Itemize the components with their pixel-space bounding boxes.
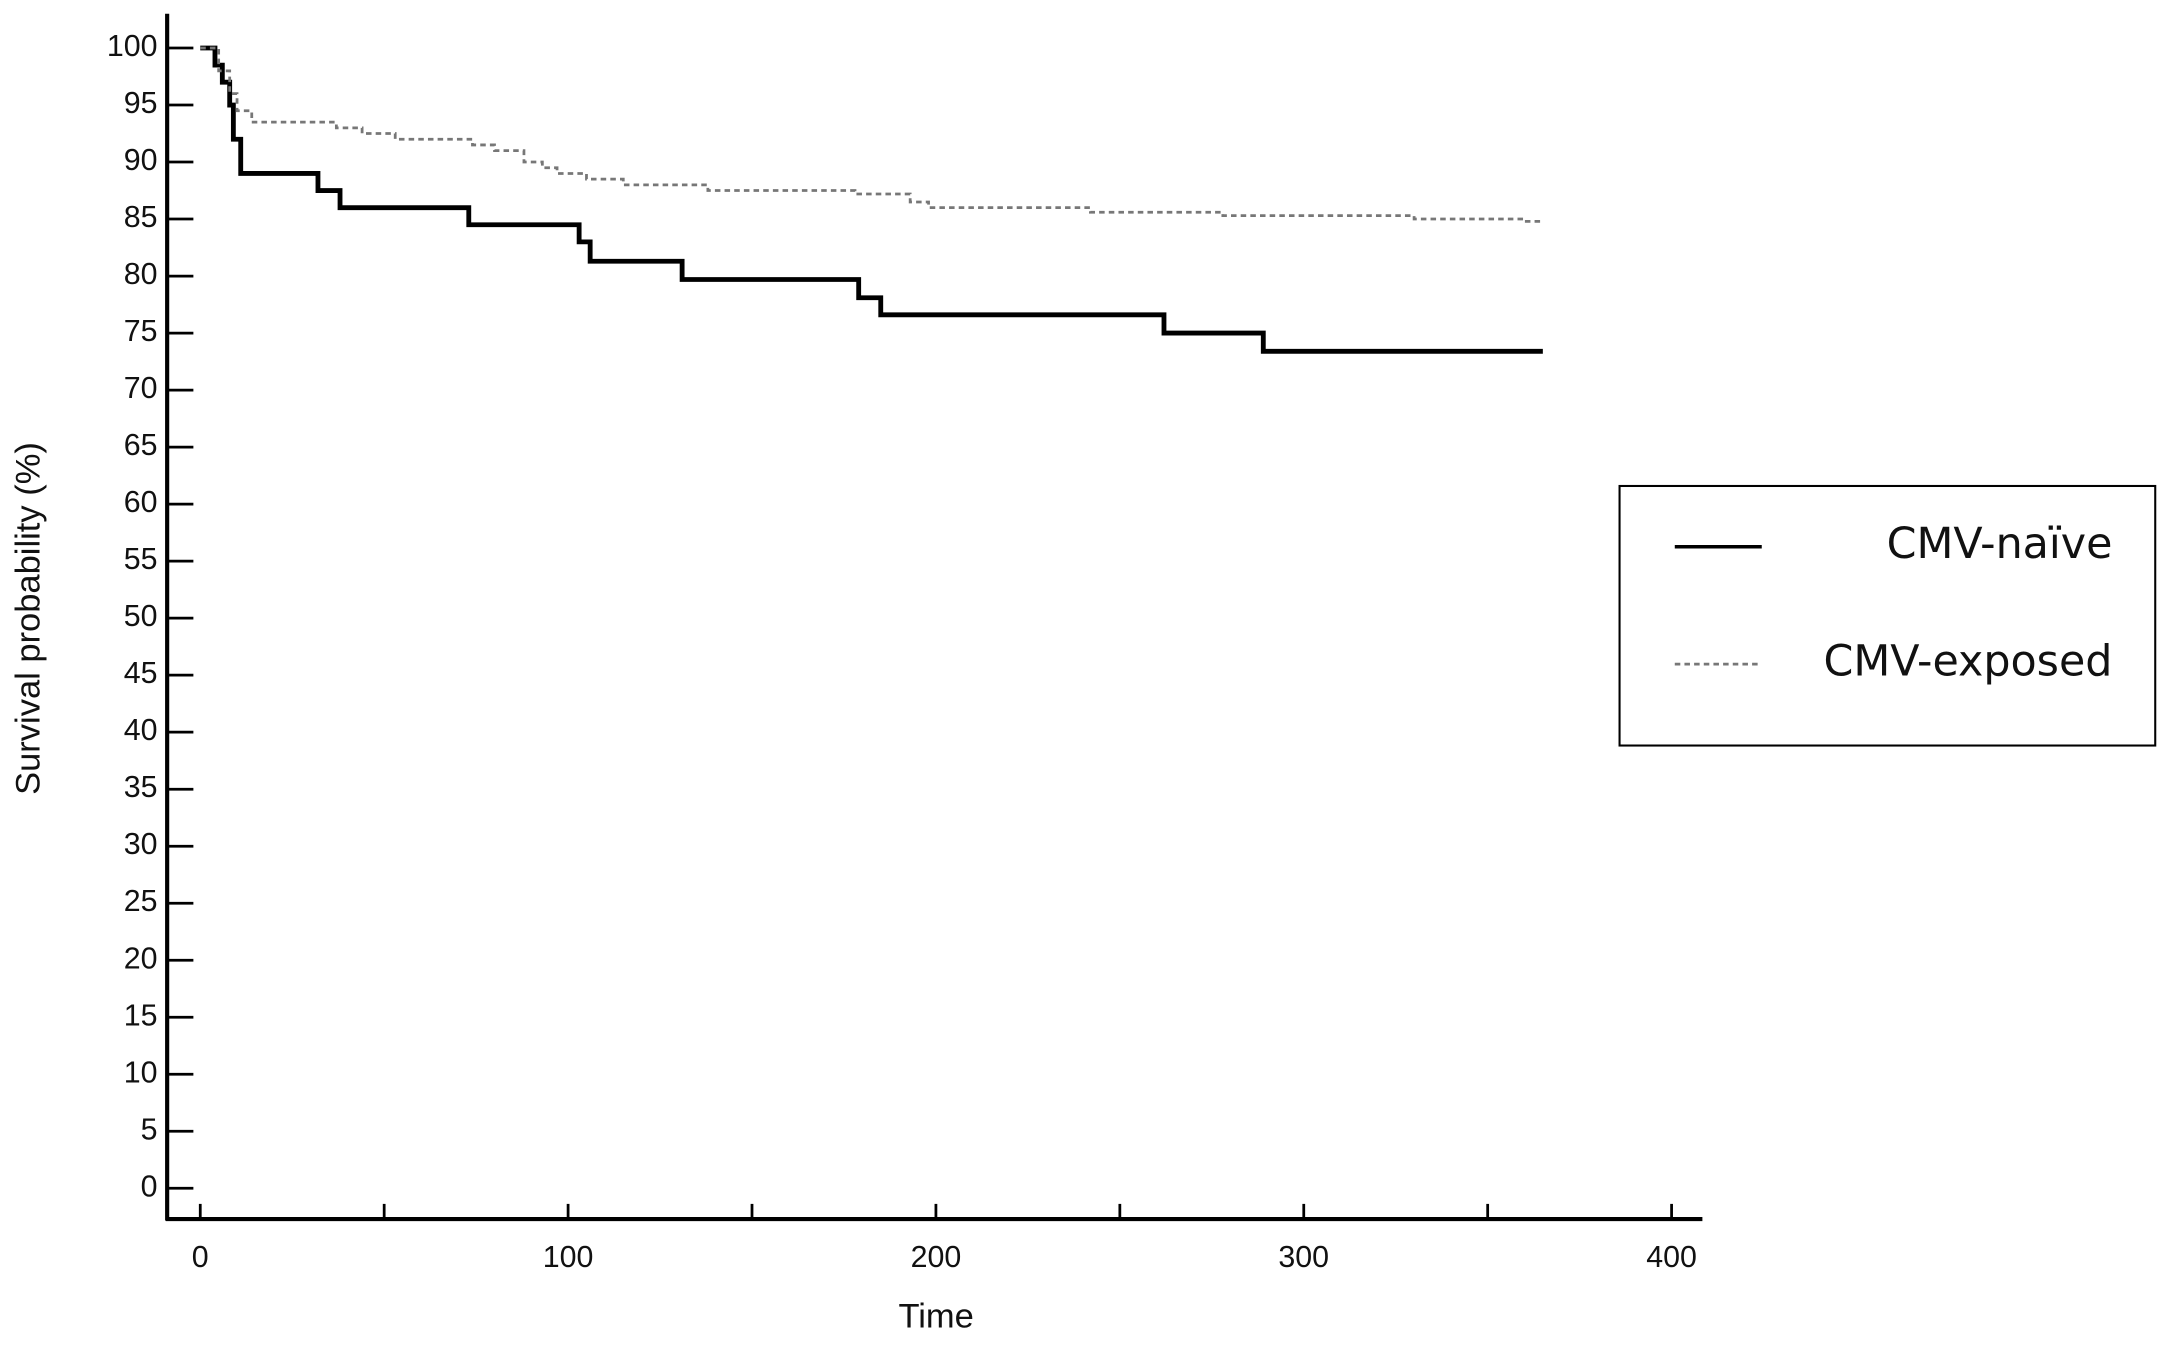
survival-curve [200,46,1543,223]
y-tick-label: 45 [124,657,158,690]
legend-label: CMV-naïve [1887,519,2113,569]
x-tick-label: 200 [911,1241,962,1274]
y-tick-label: 70 [124,372,158,405]
y-tick-label: 50 [124,600,158,633]
x-tick-label: 300 [1278,1241,1329,1274]
y-tick-label: 35 [124,771,158,804]
x-axis-title: Time [898,1298,973,1336]
y-tick-label: 30 [124,828,158,861]
y-axis-title: Survival probability (%) [10,442,48,795]
y-tick-label: 25 [124,885,158,918]
y-tick-label: 75 [124,315,158,348]
y-tick-label: 55 [124,543,158,576]
survival-curve [200,45,1543,354]
y-tick-label: 60 [124,486,158,519]
y-tick-label: 10 [124,1056,158,1089]
x-tick-label: 0 [192,1241,209,1274]
y-tick-label: 40 [124,714,158,747]
y-tick-label: 90 [124,144,158,177]
y-tick-label: 15 [124,999,158,1032]
y-tick-label: 20 [124,942,158,975]
legend-label: CMV-exposed [1823,637,2112,687]
legend-box [1618,484,2157,747]
y-tick-label: 65 [124,429,158,462]
x-tick-label: 400 [1646,1241,1697,1274]
y-tick-label: 95 [124,87,158,120]
y-tick-label: 0 [141,1170,158,1203]
x-tick-label: 100 [543,1241,594,1274]
y-tick-label: 100 [107,30,158,63]
y-tick-label: 80 [124,258,158,291]
y-tick-label: 85 [124,201,158,234]
y-tick-label: 5 [141,1113,158,1146]
